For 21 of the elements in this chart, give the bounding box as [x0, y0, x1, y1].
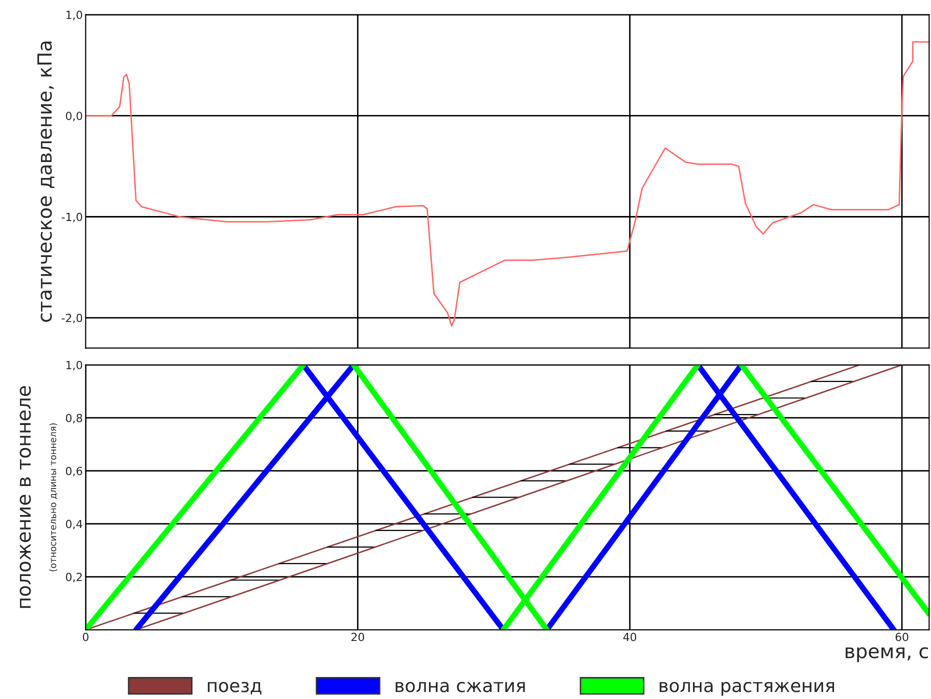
y-tick-label: 1,0: [66, 10, 82, 20]
y-tick-label: 1,0: [66, 360, 82, 370]
y-tick-label: 0,6: [66, 466, 82, 476]
legend-label: волна растяжения: [660, 682, 834, 696]
y-axis-title: положение в тоннеле: [20, 386, 31, 608]
line-series: [86, 41, 930, 327]
y-tick-label: 0,8: [66, 414, 82, 424]
x-tick-label: 0: [82, 632, 88, 642]
y-tick-label: 0,4: [66, 520, 82, 530]
x-tick-label: 40: [623, 632, 636, 642]
x-tick-label: 60: [896, 632, 908, 642]
y-tick-label: 0,2: [66, 572, 82, 582]
y-tick-label: -2,0: [62, 314, 82, 324]
legend-label: поезд: [208, 682, 262, 695]
text: (относительно длины тоннеля): [49, 423, 58, 572]
legend-label: волна сжатия: [396, 682, 525, 692]
x-tick-label: 20: [351, 632, 364, 642]
y-axis-title: статическое давление, кПа: [37, 42, 54, 322]
x-axis-title: время, с: [846, 647, 928, 662]
y-tick-label: -1,0: [62, 212, 82, 222]
y-tick-label: 0,0: [66, 112, 82, 122]
